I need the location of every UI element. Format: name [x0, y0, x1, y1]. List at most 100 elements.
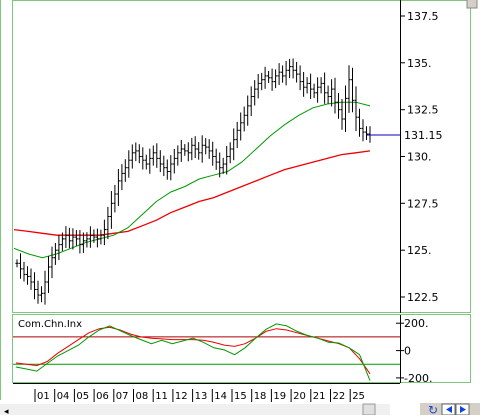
price-bar: [60, 232, 64, 251]
price-bar: [260, 72, 264, 91]
price-bar: [218, 152, 222, 178]
indicator-tick-label: -200.: [404, 372, 432, 385]
indicator-title: Com.Chn.Inx: [18, 319, 82, 330]
date-tick-label: 11: [155, 391, 168, 402]
price-bar: [155, 143, 159, 168]
date-tick-label: 13: [195, 391, 208, 402]
price-bar: [36, 280, 40, 304]
price-bar: [32, 272, 37, 300]
price-tick-label: 127.5: [407, 197, 439, 210]
indicator-plot: Com.Chn.Inx: [13, 319, 400, 381]
date-tick-label: 04: [57, 391, 70, 402]
date-tick-label: 21: [313, 391, 326, 402]
price-bar: [263, 66, 267, 89]
price-bar: [116, 169, 120, 206]
scroll-left-arrow-icon[interactable]: ◂: [4, 407, 9, 417]
price-bar: [249, 86, 253, 117]
indicator-tick-label: 0: [404, 345, 411, 358]
price-bar: [57, 234, 61, 261]
price-bar: [53, 243, 57, 265]
price-bar: [123, 159, 127, 182]
main-panel-border: [12, 0, 471, 313]
price-bar: [197, 142, 201, 160]
price-bar: [127, 150, 131, 178]
price-bar: [158, 150, 162, 173]
price-bar: [343, 85, 348, 132]
price-bar: [151, 145, 155, 166]
date-tick-label: 25: [352, 391, 365, 402]
price-bar: [102, 219, 106, 246]
date-tick-label: 12: [175, 391, 188, 402]
price-bar: [186, 142, 190, 162]
price-tick-label: 122.5: [407, 291, 439, 304]
refresh-icon[interactable]: ↻: [428, 403, 438, 417]
last-price-label: 131.15: [404, 129, 443, 142]
price-bar: [179, 139, 183, 162]
date-tick-label: 20: [293, 391, 306, 402]
price-bar: [312, 83, 316, 99]
date-tick-label: 22: [333, 391, 346, 402]
price-tick-label: 130.: [407, 151, 432, 164]
price-bar: [172, 148, 176, 174]
price-bar: [225, 146, 229, 175]
price-bar: [277, 63, 281, 85]
price-bar: [183, 144, 187, 156]
price-bar: [193, 136, 197, 158]
scroll-right-icon[interactable]: [455, 403, 470, 416]
price-bar: [232, 128, 236, 161]
price-bar: [239, 112, 243, 141]
bottom-controls: ↻: [420, 403, 480, 417]
price-bar: [302, 72, 306, 97]
date-tick-label: 19: [273, 391, 286, 402]
date-tick-label: 01: [37, 391, 50, 402]
price-bar: [256, 74, 260, 99]
price-bar: [169, 155, 173, 181]
price-bar: [326, 85, 330, 104]
price-bar: [190, 137, 194, 161]
price-bar: [95, 228, 99, 248]
price-bar: [323, 72, 327, 104]
price-bar: [113, 184, 117, 213]
price-bar: [25, 266, 30, 285]
price-bar: [305, 77, 309, 94]
scroll-left-icon[interactable]: [441, 403, 456, 416]
price-bar: [92, 229, 96, 243]
price-bar: [144, 154, 148, 170]
price-bar: [221, 157, 225, 174]
price-bar: [204, 138, 208, 155]
price-bar: [333, 77, 337, 114]
indicator-tick-label: 200.: [404, 317, 429, 330]
price-bar: [246, 95, 250, 126]
price-bar: [357, 108, 362, 137]
price-tick-label: 135.: [407, 57, 432, 70]
price-bar: [67, 227, 71, 249]
price-bar: [18, 253, 23, 279]
price-bar: [288, 58, 292, 78]
price-bar: [284, 61, 288, 86]
bottom-scrollbar[interactable]: ◂: [0, 403, 390, 417]
price-axis: 137.5 135. 132.5 130. 127.5 125. 122.5 131.15: [400, 0, 443, 313]
price-bar: [316, 77, 320, 103]
price-bar: [364, 126, 369, 140]
price-bar: [214, 148, 218, 170]
price-bar: [347, 65, 351, 113]
price-bar: [274, 69, 278, 89]
date-tick-label: 05: [76, 391, 89, 402]
price-bar: [295, 61, 299, 83]
indicator-axis: 200. 0 -200.: [396, 315, 432, 385]
scroll-right-box[interactable]: [362, 403, 376, 416]
indicator-panel-border: [12, 314, 471, 383]
price-bar: [336, 93, 341, 119]
top-right-scroll-button[interactable]: [466, 0, 478, 9]
cci-line: [15, 323, 371, 381]
price-bar: [291, 58, 295, 79]
price-bar: [109, 191, 113, 229]
price-bar: [253, 80, 257, 106]
price-bar: [361, 119, 365, 142]
price-bar: [350, 67, 355, 113]
price-bar: [15, 259, 19, 268]
price-bar: [46, 256, 51, 293]
price-bar: [211, 141, 215, 166]
